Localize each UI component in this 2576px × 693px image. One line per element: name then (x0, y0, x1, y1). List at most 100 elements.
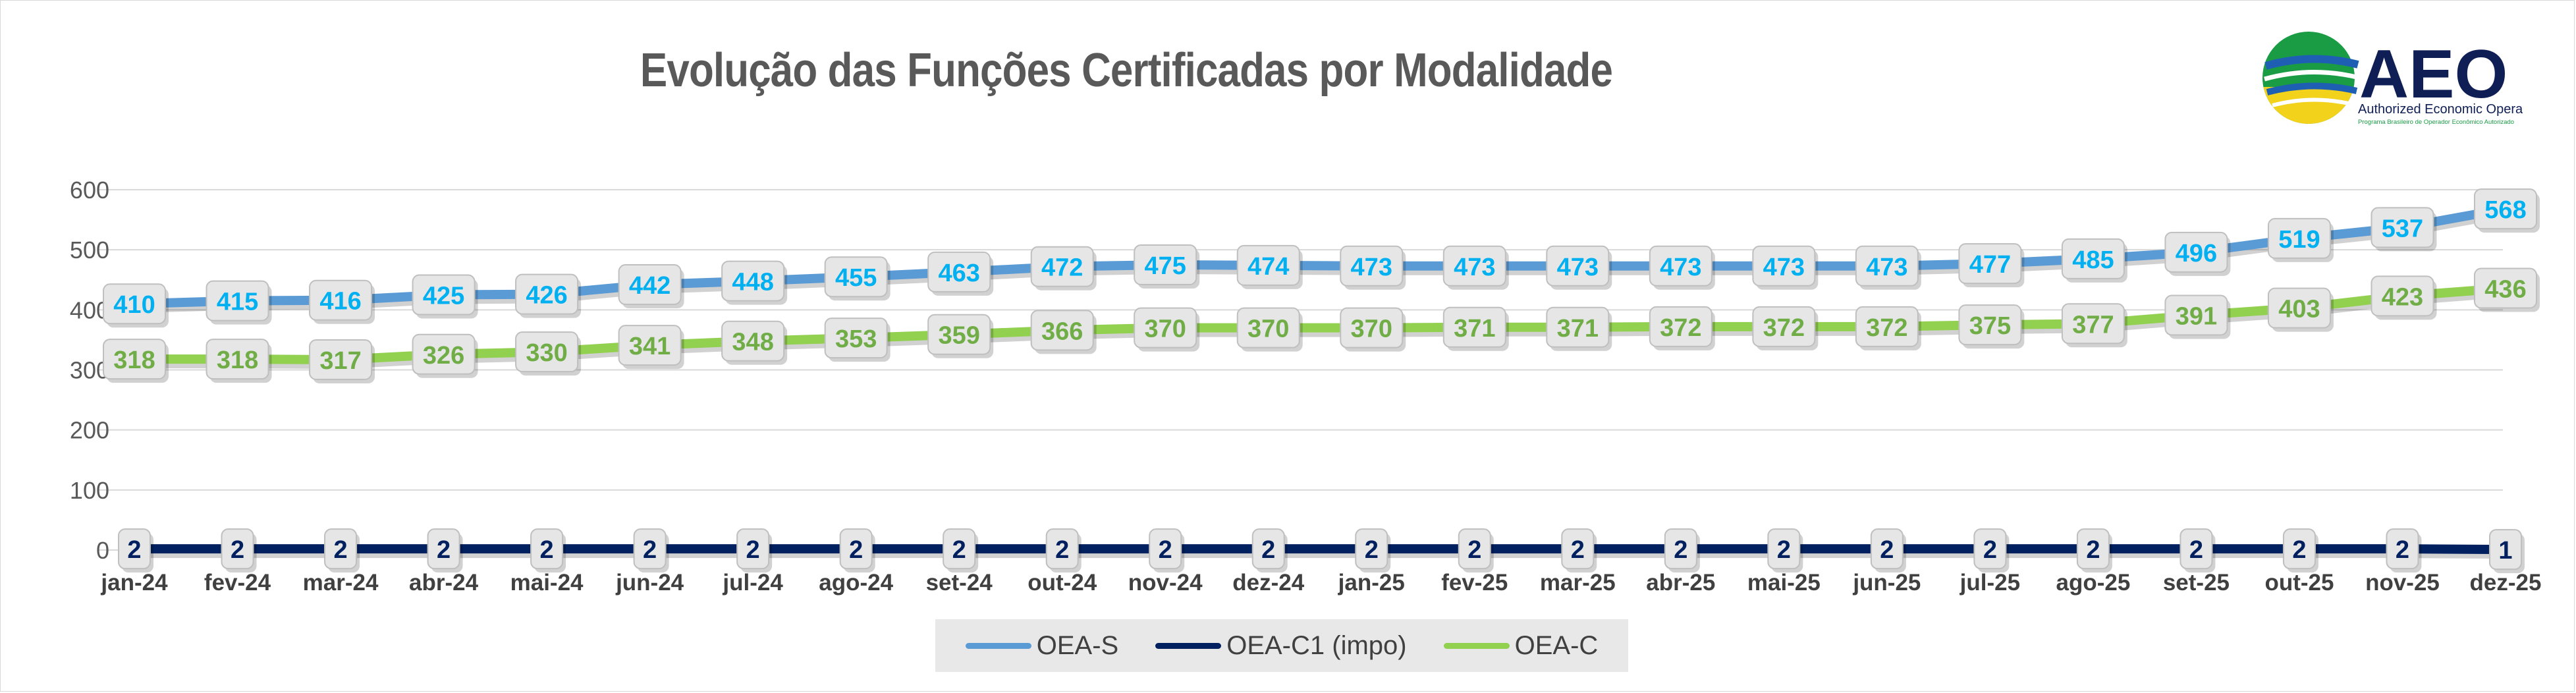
data-label: 353 (824, 318, 891, 362)
data-label-box (618, 264, 682, 306)
data-label-box (1958, 243, 2022, 285)
data-label-box (1442, 245, 1506, 287)
data-label-value: 318 (113, 346, 155, 374)
data-label: 372 (1855, 306, 1921, 350)
data-label-box (721, 320, 785, 362)
data-label-value: 370 (1145, 316, 1186, 343)
series-lines (129, 204, 2511, 559)
data-label-box (1855, 306, 1919, 347)
data-label: 377 (2061, 303, 2127, 348)
data-label-value: 2 (1674, 536, 1687, 564)
data-label: 473 (1752, 245, 1819, 290)
data-label: 2 (633, 528, 669, 573)
legend-swatch (965, 642, 1031, 649)
data-label-value: 473 (1660, 254, 1701, 281)
x-tick-label: mai-25 (1747, 570, 1821, 596)
legend-label: OEA-C (1514, 630, 1599, 660)
data-label-value: 2 (333, 536, 347, 564)
legend: OEA-S OEA-C1 (impo) OEA-C (935, 619, 1628, 672)
data-label-box (1958, 304, 2022, 346)
data-label-value: 375 (1969, 312, 2011, 340)
data-label-value: 475 (1145, 252, 1186, 280)
data-label-box (515, 273, 579, 315)
data-label-box (2267, 217, 2331, 259)
data-label-value: 2 (1365, 536, 1379, 564)
data-label-value: 2 (1880, 536, 1894, 564)
x-tick-label: jul-24 (722, 570, 783, 596)
data-label: 2 (118, 528, 153, 573)
data-label-box (2370, 207, 2434, 248)
data-label-value: 463 (938, 260, 979, 287)
x-tick-label: abr-25 (1646, 570, 1715, 596)
data-label-box (2474, 267, 2537, 309)
data-label-value: 366 (1041, 318, 1083, 345)
data-label: 2 (1149, 528, 1185, 573)
data-label: 2 (2386, 528, 2422, 573)
legend-item: OEA-C (1443, 630, 1599, 661)
y-tick-label: 600 (70, 177, 109, 204)
data-label-value: 448 (732, 269, 773, 296)
data-label-box (1251, 528, 1285, 570)
y-tick-label: 100 (70, 477, 109, 504)
x-tick-label: set-24 (926, 570, 993, 596)
data-label-box (2474, 188, 2537, 230)
data-label-value: 370 (1247, 316, 1289, 343)
data-label: 425 (412, 274, 478, 319)
data-label-value: 2 (1159, 536, 1172, 564)
data-label-value: 537 (2382, 215, 2423, 242)
data-label: 436 (2474, 267, 2540, 312)
data-label-value: 2 (952, 536, 966, 564)
data-label: 403 (2267, 287, 2334, 332)
x-tick-label: ago-24 (819, 570, 893, 596)
data-label: 375 (1958, 304, 2025, 349)
data-label-value: 353 (835, 325, 877, 353)
x-tick-label: mai-24 (510, 570, 584, 596)
data-label: 372 (1752, 306, 1819, 350)
x-tick-label: jan-25 (1338, 570, 1405, 596)
data-label: 370 (1340, 307, 1406, 352)
y-tick-label: 300 (70, 357, 109, 384)
data-label-value: 425 (423, 283, 464, 310)
data-label-value: 1 (2498, 537, 2512, 565)
data-label: 472 (1030, 246, 1097, 291)
data-label-value: 2 (2292, 536, 2306, 564)
data-label-box (206, 339, 269, 380)
data-label: 2 (2282, 528, 2318, 573)
data-label: 473 (1649, 245, 1715, 290)
data-label-value: 391 (2176, 303, 2217, 331)
data-label-value: 2 (746, 536, 760, 564)
data-label-box (1767, 528, 1801, 570)
y-tick-label: 400 (70, 296, 109, 323)
data-label: 2 (427, 528, 463, 573)
data-label-box (2267, 287, 2331, 329)
data-label-value: 371 (1557, 315, 1599, 343)
data-label: 423 (2370, 275, 2437, 320)
data-label-box (1664, 528, 1697, 570)
data-label-value: 359 (938, 322, 979, 350)
data-label-value: 436 (2484, 276, 2526, 304)
data-label: 2 (1458, 528, 1494, 573)
data-label: 473 (1340, 245, 1406, 290)
data-label: 2 (324, 528, 360, 573)
data-label: 455 (824, 256, 891, 301)
data-label-box (515, 331, 579, 373)
data-label: 2 (2179, 528, 2216, 573)
aeo-logo: AEO Authorized Economic Operator Program… (2259, 26, 2538, 138)
data-label-box (1340, 307, 1404, 348)
data-label-box (618, 325, 682, 366)
data-label-value: 519 (2278, 226, 2320, 254)
data-label: 2 (2076, 528, 2112, 573)
data-label: 426 (515, 273, 582, 318)
legend-label: OEA-C1 (impo) (1226, 630, 1407, 660)
data-label-value: 372 (1660, 314, 1701, 342)
data-label: 537 (2370, 207, 2437, 252)
data-label-box (927, 314, 991, 355)
data-label-value: 415 (217, 289, 258, 316)
data-label-value: 473 (1866, 254, 1907, 281)
data-label-value: 485 (2072, 246, 2114, 274)
data-label: 330 (515, 331, 582, 376)
x-tick-label: mar-25 (1540, 570, 1616, 596)
data-label-box (2489, 529, 2522, 570)
data-label-value: 371 (1454, 315, 1495, 343)
